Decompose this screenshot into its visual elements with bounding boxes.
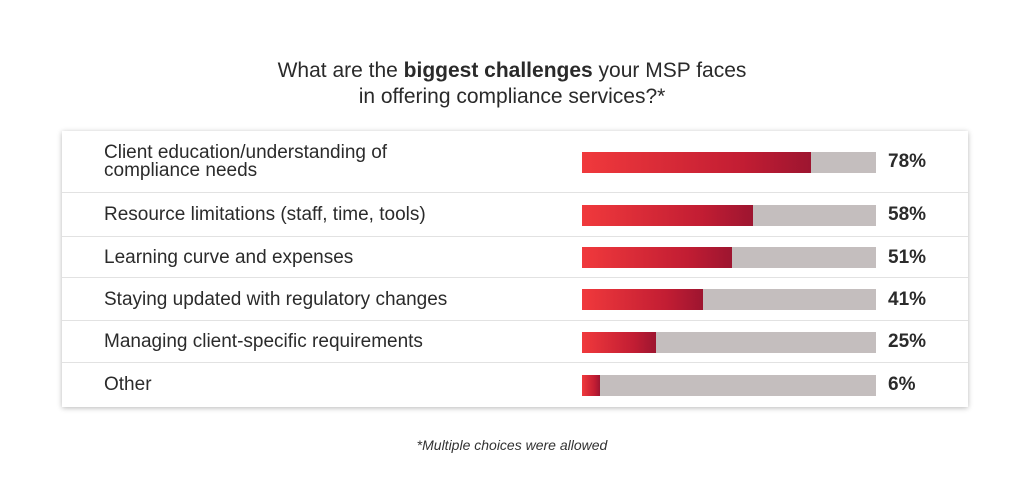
category-label: Staying updated with regulatory changes bbox=[104, 289, 448, 310]
value-label: 6% bbox=[888, 374, 916, 395]
chart-title-line-2: in offering compliance services?* bbox=[358, 85, 666, 108]
category-label: Client education/understanding of compli… bbox=[104, 142, 388, 181]
chart-row: Staying updated with regulatory changes 4… bbox=[62, 278, 968, 321]
chart-row: Managing client-specific requirements 25% bbox=[62, 321, 968, 363]
row-divider bbox=[62, 192, 968, 193]
bar-track bbox=[582, 332, 876, 353]
value-label: 41% bbox=[888, 289, 927, 310]
value-label: 51% bbox=[888, 247, 927, 268]
bar-fill bbox=[582, 247, 732, 268]
row-divider bbox=[62, 320, 968, 321]
category-label: Resource limitations (staff, time, tools… bbox=[104, 204, 426, 225]
row-divider bbox=[62, 236, 968, 237]
chart-row: Other 6% bbox=[62, 363, 968, 407]
category-label: Managing client-specific requirements bbox=[104, 331, 423, 352]
chart-title-pre: What are the bbox=[277, 59, 404, 82]
chart-row: Client education/understanding of compli… bbox=[62, 131, 968, 193]
category-label: Learning curve and expenses bbox=[104, 247, 354, 268]
value-label: 58% bbox=[888, 204, 927, 225]
chart-title-emphasis: biggest challenges bbox=[403, 59, 593, 82]
bar-fill bbox=[582, 289, 703, 310]
bar-track bbox=[582, 375, 876, 396]
chart-card: Client education/understanding of compli… bbox=[62, 131, 968, 407]
chart-row: Resource limitations (staff, time, tools… bbox=[62, 193, 968, 237]
bar-fill bbox=[582, 375, 600, 396]
bar-track bbox=[582, 289, 876, 310]
chart-title-post: your MSP faces bbox=[592, 59, 747, 82]
bar-fill bbox=[582, 152, 811, 173]
row-divider bbox=[62, 277, 968, 278]
footnote: *Multiple choices were allowed bbox=[416, 437, 608, 453]
value-label: 78% bbox=[888, 151, 927, 172]
chart-title-line-1: What are the biggest challenges your MSP… bbox=[0, 58, 1024, 84]
row-divider bbox=[62, 362, 968, 363]
value-label: 25% bbox=[888, 331, 927, 352]
bar-fill bbox=[582, 205, 753, 226]
bar-track bbox=[582, 247, 876, 268]
chart-row: Learning curve and expenses 51% bbox=[62, 237, 968, 278]
bar-track bbox=[582, 152, 876, 173]
bar-fill bbox=[582, 332, 656, 353]
chart-title: What are the biggest challenges your MSP… bbox=[0, 58, 1024, 110]
bar-track bbox=[582, 205, 876, 226]
category-label: Other bbox=[104, 374, 152, 395]
